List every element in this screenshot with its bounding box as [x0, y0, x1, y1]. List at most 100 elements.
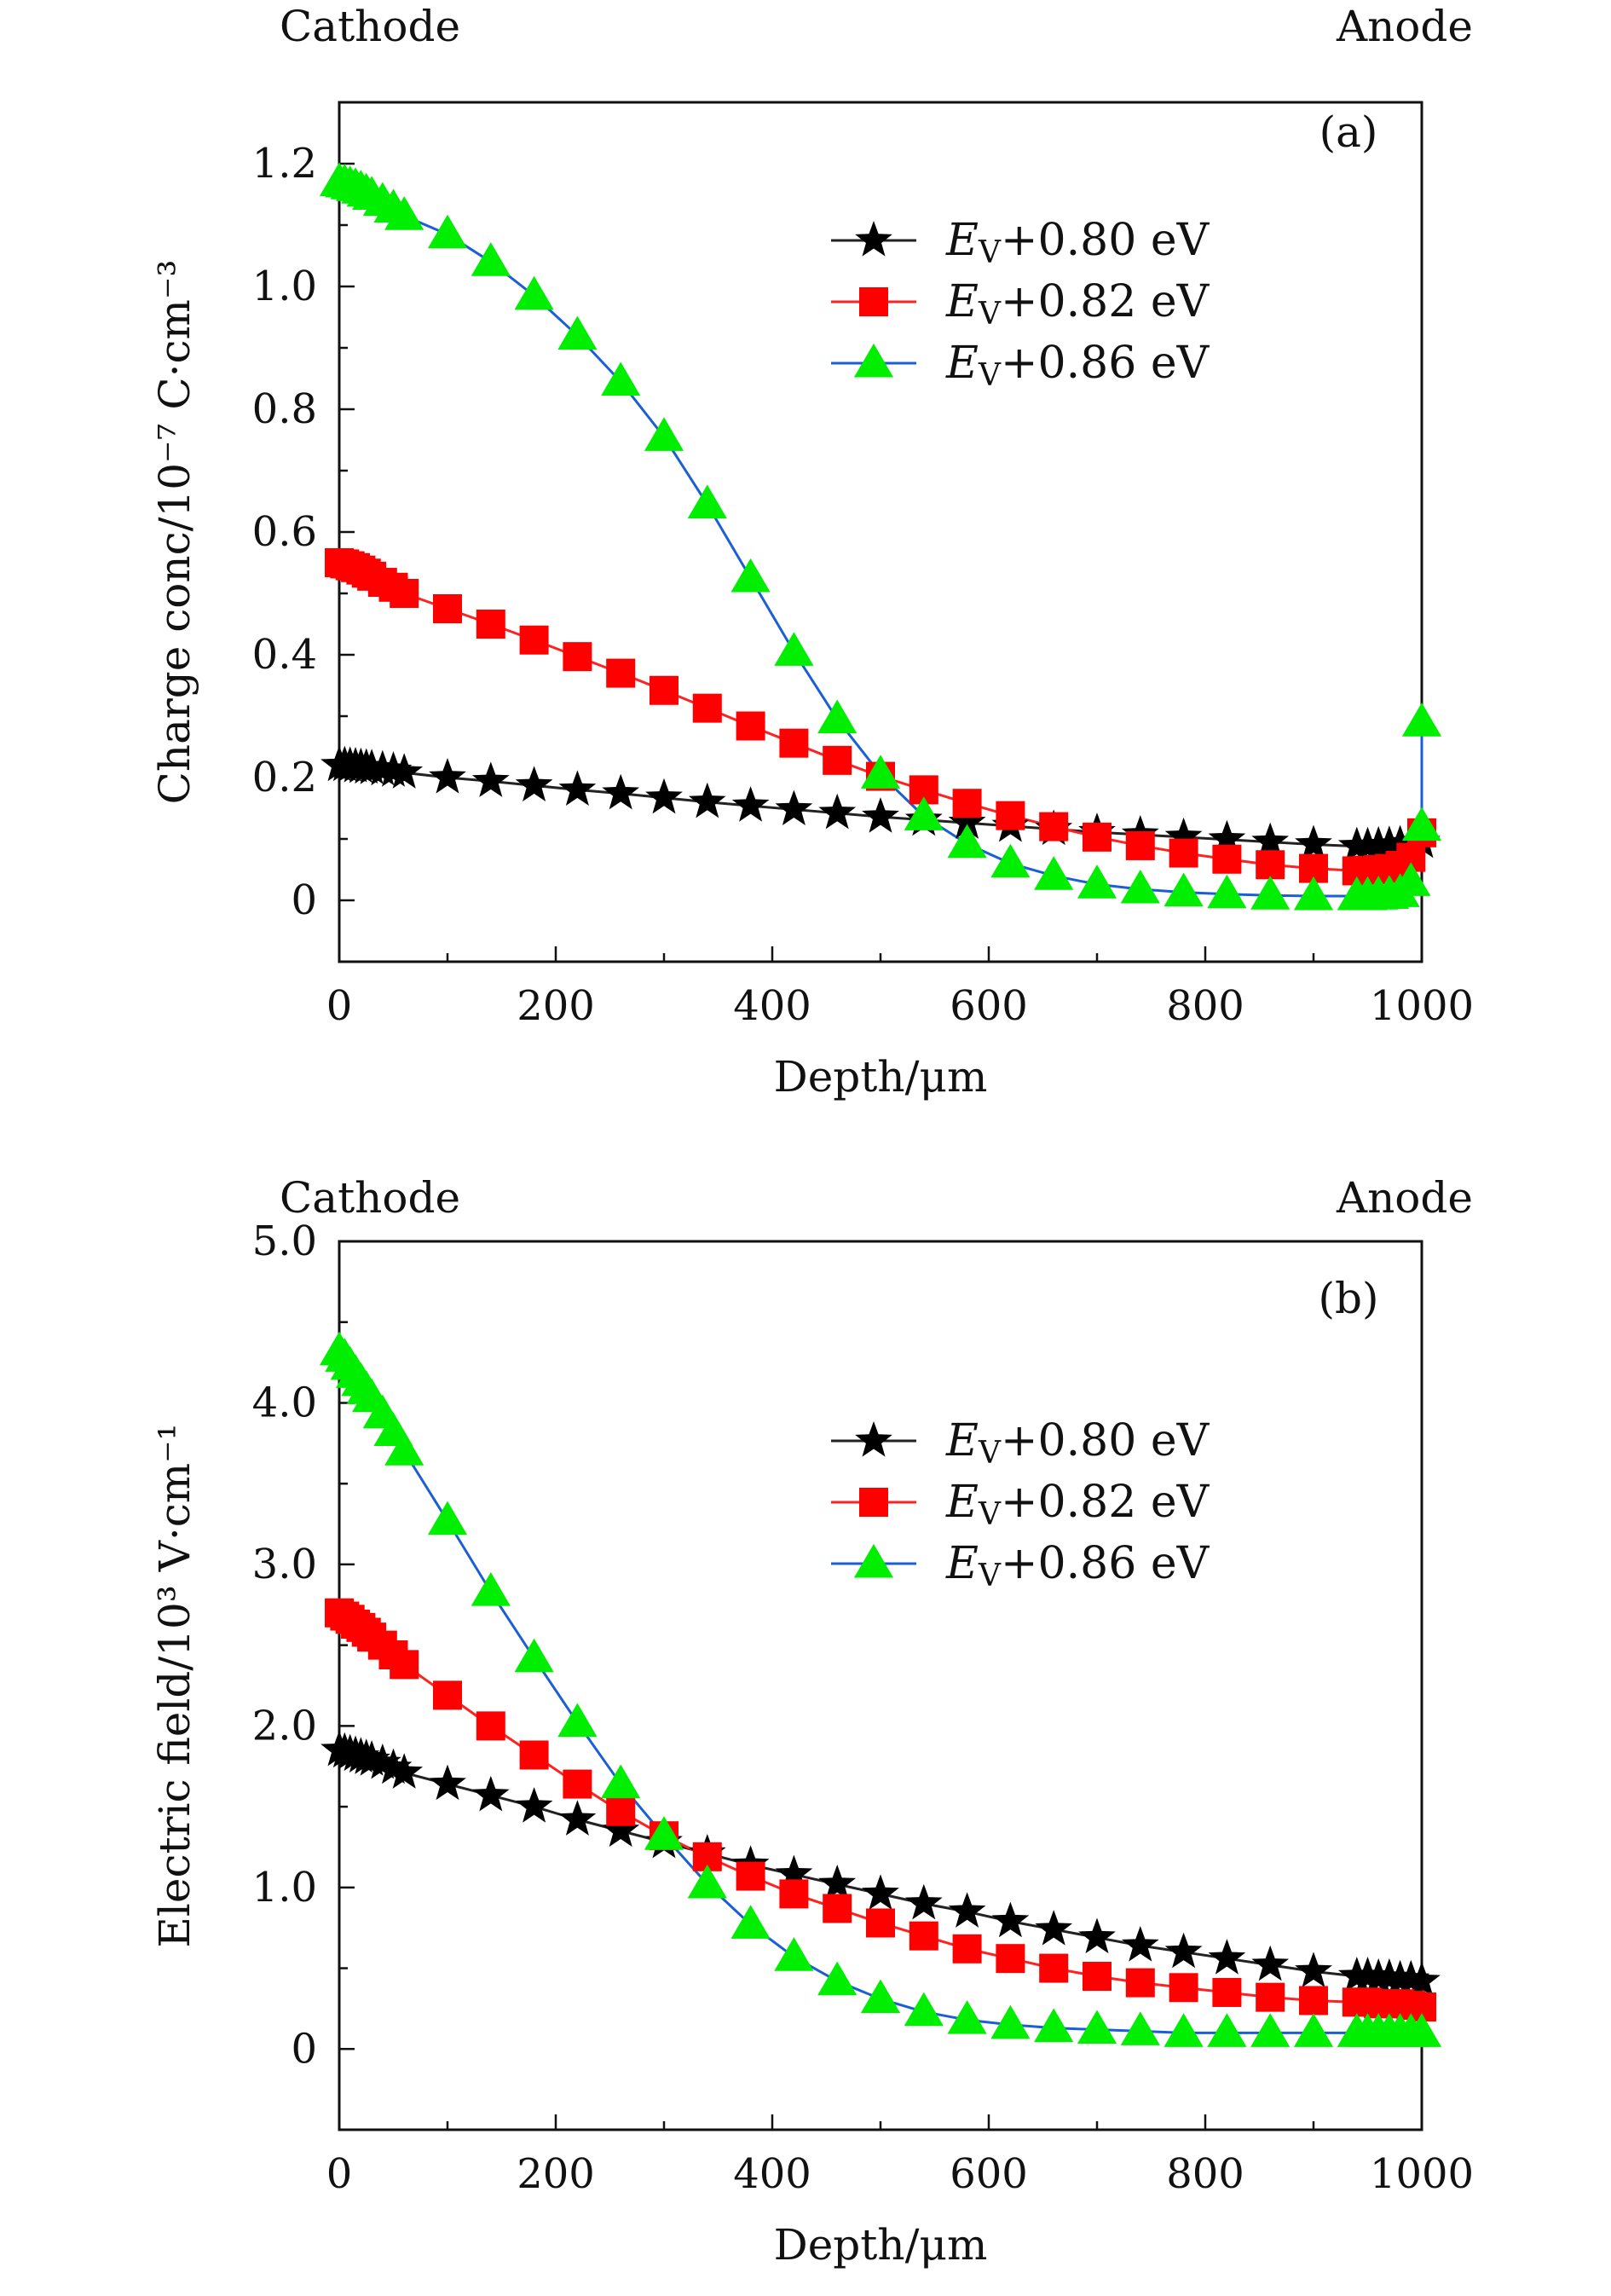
panel-b-data-point [687, 1864, 727, 1899]
panel-a-legend-label: EV+0.82 eV [945, 276, 1210, 332]
legend-subscript: V [978, 1436, 1002, 1471]
panel-a-x-tick-label: 1000 [1370, 982, 1474, 1030]
panel-b-cathode-label: Cathode [280, 1173, 460, 1223]
panel-b-anode-label: Anode [1336, 1173, 1473, 1223]
panel-b-data-point [519, 1740, 549, 1770]
panel-a-data-point [645, 778, 683, 814]
panel-b-data-point [644, 1816, 684, 1850]
panel-b-data-point [1078, 1917, 1116, 1954]
legend-symbol: E [945, 215, 979, 266]
panel-b-data-point [390, 1650, 419, 1680]
panel-a-data-point [996, 801, 1025, 830]
legend-symbol: E [945, 1415, 979, 1466]
panel-b-legend-label: EV+0.86 eV [945, 1538, 1210, 1593]
panel-b-data-point [557, 1703, 598, 1738]
panel-a-data-point [948, 803, 986, 839]
panel-a-data-point [1120, 869, 1160, 904]
panel-b-data-point [818, 1865, 857, 1900]
panel-b-data-point [823, 1894, 852, 1923]
panel-b-legend-label: EV+0.82 eV [945, 1477, 1210, 1532]
panel-a-data-point [818, 793, 857, 830]
panel-b-y-tick-label: 1.0 [252, 1864, 317, 1911]
panel-b-data-point [515, 1787, 553, 1823]
panel-b-data-point [775, 1854, 813, 1891]
panel-b-data-point [1212, 1977, 1242, 2007]
panel-b-data-point [991, 1901, 1030, 1938]
panel-b-data-point [952, 1934, 982, 1963]
panel-a-data-point [384, 196, 424, 230]
panel-b-legend-label: EV+0.80 eV [945, 1415, 1210, 1471]
panel-a-legend-label: EV+0.86 eV [945, 338, 1210, 393]
panel-b-y-tick-label: 2.0 [252, 1702, 317, 1749]
panel-a-data-point [1293, 876, 1334, 911]
panel-b-y-axis-label: Electric field/10³ V·cm⁻¹ [150, 1423, 199, 1947]
panel-b-data-point [1401, 2013, 1442, 2047]
panel-b-data-point [866, 1908, 895, 1938]
panel-a-data-point [990, 843, 1031, 878]
panel-b-data-point [909, 1921, 938, 1951]
panel-a-series-markers-2 [325, 548, 1436, 886]
panel-a-data-point [1034, 856, 1074, 890]
panel-a-data-point [427, 214, 468, 249]
panel-b-y-tick-label: 0 [291, 2025, 317, 2073]
panel-b-data-point [862, 1874, 899, 1910]
panel-b-data-point [1403, 1961, 1441, 1998]
panel-a-x-tick-label: 400 [733, 982, 811, 1030]
panel-b-data-point [1077, 2010, 1117, 2044]
panel-b-data-point [904, 1883, 943, 1920]
panel-b-x-tick-label: 200 [517, 2150, 595, 2198]
legend-value: +0.86 eV [1001, 1538, 1210, 1589]
panel-b-data-point [1164, 1932, 1203, 1969]
panel-b-data-point [1125, 1968, 1155, 1998]
panel-a-y-tick-label: 0.8 [252, 385, 317, 433]
legend-subscript: V [978, 358, 1002, 393]
panel-a-data-point [1039, 812, 1069, 841]
panel-b-data-point [606, 1796, 636, 1826]
panel-b: 0 200 400 600 800 1000 0 1.0 2.0 3.0 4.0 5.0 Depth/μ… [150, 1173, 1474, 2270]
legend-subscript: V [978, 1559, 1002, 1593]
panel-a-data-point [1169, 838, 1198, 868]
panel-a-data-point [650, 675, 678, 705]
panel-b-y-tick-label: 5.0 [252, 1217, 317, 1265]
panel-a-panel-label: (a) [1319, 107, 1378, 157]
panel-a-data-point [558, 770, 597, 807]
panel-b-data-point [1256, 1982, 1285, 2012]
panel-a-legend-marker [859, 287, 888, 316]
panel-b-data-point [514, 1638, 554, 1673]
panel-a-data-point [557, 315, 598, 350]
panel-a-anode-label: Anode [1336, 2, 1473, 51]
panel-a-data-point [1256, 850, 1285, 880]
panel-b-data-point [1293, 2013, 1334, 2047]
legend-value: +0.80 eV [1001, 215, 1210, 266]
panel-a-data-point [476, 610, 505, 639]
panel-b-panel-label: (b) [1318, 1274, 1378, 1323]
panel-a-data-point [775, 789, 813, 826]
panel-a-data-point [1083, 822, 1112, 852]
panel-a-x-tick-label: 200 [517, 982, 595, 1030]
panel-b-y-tick-label: 4.0 [252, 1379, 317, 1426]
panel-b-data-point [374, 1748, 413, 1784]
panel-a-data-point [471, 761, 510, 797]
panel-b-data-point [563, 1769, 592, 1799]
panel-b-data-point [601, 1764, 641, 1799]
panel-b-data-point [1035, 1910, 1073, 1946]
panel-a-y-tick-label: 0.4 [252, 631, 317, 679]
panel-b-data-point [363, 1743, 401, 1779]
panel-a-data-point [952, 789, 982, 818]
panel-b-data-point [471, 1572, 511, 1606]
panel-a-data-point [823, 745, 852, 775]
legend-value: +0.86 eV [1001, 338, 1210, 389]
panel-a-data-point [1208, 819, 1246, 856]
panel-b-series-markers-3 [319, 1331, 1442, 2047]
panel-a-cathode-label: Cathode [280, 2, 460, 51]
legend-value: +0.80 eV [1001, 1415, 1210, 1466]
panel-a-x-axis-label: Depth/μm [774, 1052, 988, 1102]
panel-a-data-point [692, 693, 722, 723]
panel-a-legend-label: EV+0.80 eV [945, 215, 1210, 270]
panel-b-data-point [476, 1711, 505, 1741]
panel-b-legend-marker [855, 1421, 892, 1457]
panel-a-data-point [390, 579, 419, 608]
panel-a-y-tick-label: 1.2 [252, 140, 317, 188]
panel-b-data-point [1295, 1952, 1332, 1987]
